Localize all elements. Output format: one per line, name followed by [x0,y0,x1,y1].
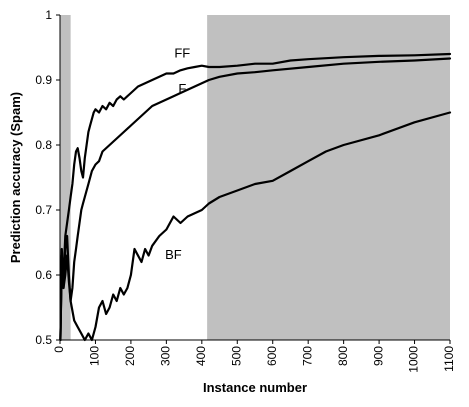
x-tick-label: 500 [229,346,243,366]
y-tick-label: 0.6 [35,268,52,282]
x-tick-label: 200 [123,346,137,366]
x-tick-label: 900 [371,346,385,366]
tick-labels: 0 100 200 300 400 500 600 700 800 900 1000 1100 0.5 0… [35,8,456,373]
series-lines [59,52,452,342]
x-axis-title: Instance number [203,380,307,395]
x-tick-label: 1100 [442,346,456,372]
x-tick-label: 600 [265,346,279,366]
shaded-region-0 [60,15,71,340]
series-line-bf [59,111,452,342]
x-tick-label: 100 [88,346,102,366]
x-tick-label: 800 [336,346,350,366]
shaded-region-1 [207,15,450,340]
y-axis-title: Prediction accuracy (Spam) [8,92,23,263]
y-tick-label: 1 [45,8,52,22]
series-line-ff [59,52,452,342]
shaded-regions [60,15,450,340]
series-line-f [59,57,452,342]
series-label-ff: FF [174,45,190,60]
series-label-bf: BF [165,247,182,262]
axes [56,14,451,344]
y-tick-label: 0.5 [35,333,52,347]
x-tick-label: 1000 [407,346,421,373]
y-tick-label: 0.7 [35,203,52,217]
x-tick-label: 400 [194,346,208,366]
series-label-f: F [178,81,186,96]
y-tick-label: 0.8 [35,138,52,152]
x-tick-label: 0 [52,346,66,353]
x-tick-label: 700 [300,346,314,366]
y-tick-label: 0.9 [35,73,52,87]
x-tick-label: 300 [159,346,173,366]
